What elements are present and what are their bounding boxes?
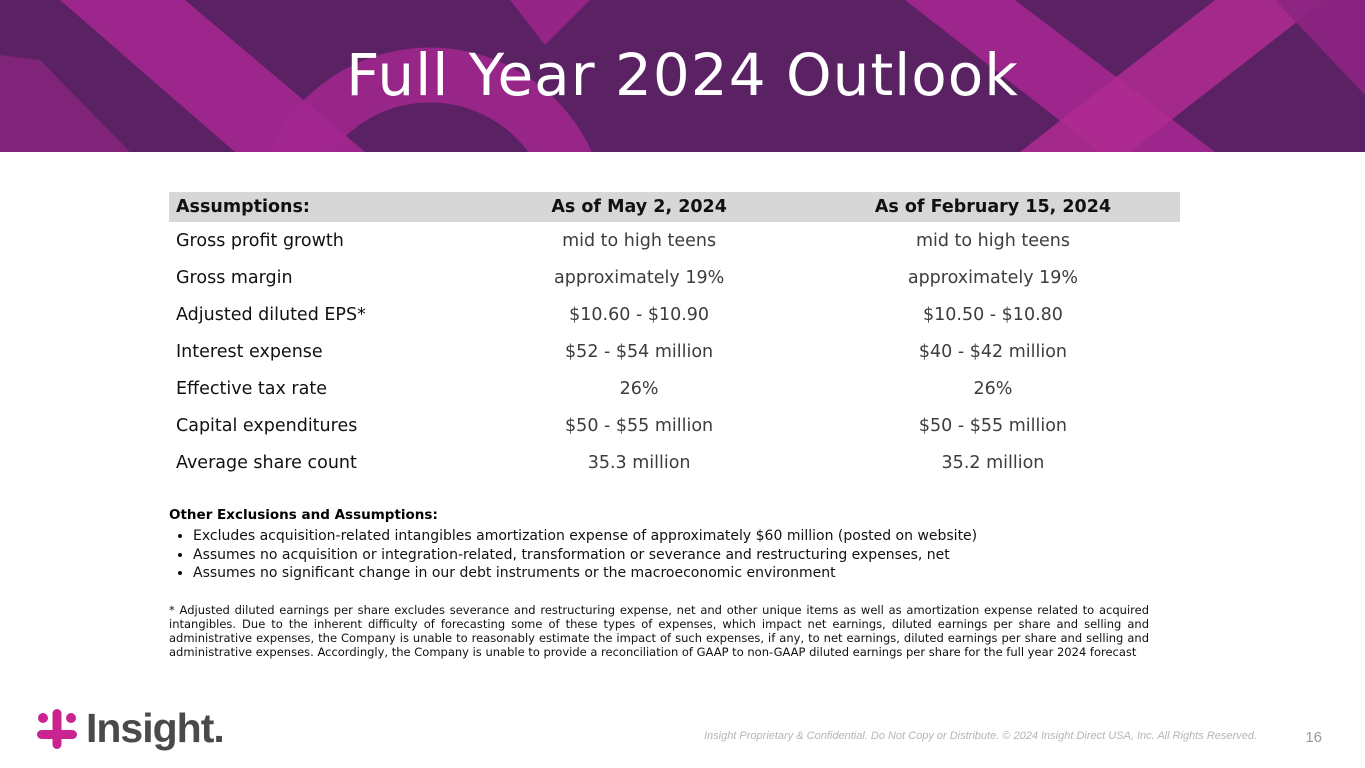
table-row: Effective tax rate 26% 26%	[169, 370, 1180, 407]
row-value-may: mid to high teens	[562, 230, 717, 251]
table-row: Interest expense $52 - $54 million $40 -…	[169, 333, 1180, 370]
list-item: Assumes no acquisition or integration-re…	[193, 547, 1180, 564]
row-value-may: 26%	[619, 378, 659, 399]
table-row: Capital expenditures $50 - $55 million $…	[169, 407, 1180, 444]
table-row: Average share count 35.3 million 35.2 mi…	[169, 444, 1180, 481]
row-value-february: $40 - $42 million	[918, 341, 1068, 362]
insight-wordmark: Insight.	[86, 705, 225, 751]
row-value-february: $50 - $55 million	[918, 415, 1068, 436]
row-value-may: $10.60 - $10.90	[569, 304, 710, 325]
list-item: Excludes acquisition-related intangibles…	[193, 528, 1180, 545]
table-row: Gross margin approximately 19% approxima…	[169, 259, 1180, 296]
row-value-february: mid to high teens	[915, 230, 1070, 251]
confidentiality-notice: Insight Proprietary & Confidential. Do N…	[703, 730, 1257, 742]
column-header-february: As of February 15, 2024	[805, 192, 1180, 222]
eps-footnote: * Adjusted diluted earnings per share ex…	[169, 602, 1149, 659]
column-header-may: As of May 2, 2024	[472, 192, 806, 222]
list-item: Assumes no significant change in our deb…	[193, 565, 1180, 582]
row-value-february: 26%	[973, 378, 1013, 399]
row-label: Adjusted diluted EPS*	[176, 304, 366, 325]
row-value-february: $10.50 - $10.80	[923, 304, 1063, 325]
table-header-row: Assumptions: As of May 2, 2024 As of Feb…	[169, 192, 1180, 222]
slide-header: Full Year 2024 Outlook	[0, 0, 1365, 152]
exclusions-list: Excludes acquisition-related intangibles…	[169, 528, 1180, 582]
row-value-may: $50 - $55 million	[565, 415, 714, 436]
row-value-may: approximately 19%	[554, 267, 725, 288]
row-label: Capital expenditures	[176, 415, 358, 436]
insight-logo-icon	[37, 708, 77, 749]
row-label: Effective tax rate	[176, 378, 327, 399]
row-label: Average share count	[176, 452, 357, 473]
row-label: Interest expense	[176, 341, 323, 362]
row-label: Gross profit growth	[176, 230, 344, 251]
row-value-may: 35.3 million	[587, 452, 691, 473]
exclusions-heading: Other Exclusions and Assumptions:	[169, 507, 438, 523]
row-label: Gross margin	[176, 267, 293, 288]
page-number: 16	[1305, 729, 1322, 746]
other-exclusions-section: Other Exclusions and Assumptions: Exclud…	[169, 507, 1180, 582]
page-title: Full Year 2024 Outlook	[346, 41, 1019, 109]
column-header-assumptions: Assumptions:	[169, 192, 473, 222]
outlook-table: Assumptions: As of May 2, 2024 As of Feb…	[169, 192, 1180, 481]
row-value-february: 35.2 million	[941, 452, 1045, 473]
insight-logo: Insight.	[34, 705, 225, 752]
row-value-may: $52 - $54 million	[565, 341, 714, 362]
table-row: Gross profit growth mid to high teens mi…	[169, 222, 1180, 259]
row-value-february: approximately 19%	[907, 267, 1079, 288]
table-row: Adjusted diluted EPS* $10.60 - $10.90 $1…	[169, 296, 1180, 333]
banner-decoration-graphics	[0, 0, 1365, 152]
slide-body: Assumptions: As of May 2, 2024 As of Feb…	[169, 192, 1180, 659]
